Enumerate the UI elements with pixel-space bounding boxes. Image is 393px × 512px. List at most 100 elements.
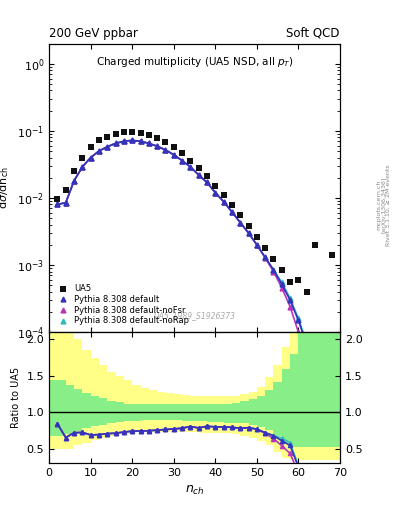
- Pythia 8.308 default-noRap: [246, 230, 251, 236]
- Bar: [332, 332, 340, 460]
- Pythia 8.308 default-noFsr: [213, 189, 218, 196]
- UA5: [88, 144, 93, 150]
- Bar: [248, 399, 257, 425]
- Bar: [257, 387, 265, 441]
- Bar: [224, 403, 232, 422]
- Text: Charged multiplicity (UA5 NSD, all $p_T$): Charged multiplicity (UA5 NSD, all $p_T$…: [96, 55, 293, 69]
- Bar: [124, 403, 132, 421]
- Pythia 8.308 default-noRap: [238, 220, 242, 226]
- Pythia 8.308 default-noRap: [97, 148, 101, 154]
- Pythia 8.308 default-noRap: [180, 158, 184, 164]
- Pythia 8.308 default: [221, 199, 226, 205]
- Pythia 8.308 default-noFsr: [55, 201, 60, 207]
- Text: UA5_1989_S1926373: UA5_1989_S1926373: [154, 312, 235, 321]
- Pythia 8.308 default: [55, 201, 60, 207]
- Pythia 8.308 default: [238, 220, 242, 226]
- UA5: [279, 267, 284, 273]
- Pythia 8.308 default-noRap: [72, 178, 76, 184]
- Pythia 8.308 default: [321, 407, 326, 413]
- Bar: [323, 332, 332, 447]
- UA5: [255, 234, 259, 240]
- Bar: [132, 403, 141, 421]
- Pythia 8.308 default-noFsr: [188, 164, 193, 170]
- Line: Pythia 8.308 default-noRap: Pythia 8.308 default-noRap: [55, 138, 326, 408]
- Pythia 8.308 default: [163, 147, 168, 153]
- Bar: [174, 404, 182, 420]
- UA5: [238, 212, 242, 219]
- Pythia 8.308 default-noFsr: [321, 443, 326, 449]
- Pythia 8.308 default: [196, 172, 201, 178]
- X-axis label: $n_{ch}$: $n_{ch}$: [185, 484, 204, 497]
- Bar: [116, 376, 124, 434]
- Pythia 8.308 default-noRap: [188, 164, 193, 170]
- Pythia 8.308 default-noRap: [121, 138, 126, 144]
- UA5: [304, 289, 309, 295]
- UA5: [180, 151, 184, 157]
- Bar: [190, 396, 199, 432]
- Pythia 8.308 default-noRap: [213, 189, 218, 196]
- Bar: [174, 394, 182, 432]
- Bar: [116, 402, 124, 422]
- Bar: [66, 332, 74, 449]
- Bar: [99, 398, 107, 425]
- Pythia 8.308 default-noFsr: [230, 209, 234, 215]
- Pythia 8.308 default-noFsr: [163, 147, 168, 153]
- Bar: [290, 332, 298, 460]
- Pythia 8.308 default: [255, 242, 259, 248]
- Bar: [141, 404, 149, 420]
- Pythia 8.308 default-noRap: [221, 199, 226, 205]
- Pythia 8.308 default-noFsr: [246, 230, 251, 236]
- Pythia 8.308 default-noRap: [55, 201, 60, 207]
- Bar: [257, 396, 265, 427]
- Pythia 8.308 default-noRap: [88, 155, 93, 161]
- UA5: [246, 223, 251, 229]
- UA5: [113, 131, 118, 137]
- Pythia 8.308 default: [180, 158, 184, 164]
- Pythia 8.308 default-noRap: [304, 339, 309, 346]
- Bar: [157, 404, 165, 420]
- Bar: [83, 393, 91, 429]
- Pythia 8.308 default: [205, 179, 209, 185]
- Bar: [91, 358, 99, 440]
- Pythia 8.308 default-noRap: [313, 370, 318, 376]
- Bar: [315, 332, 323, 447]
- Bar: [165, 393, 174, 432]
- Pythia 8.308 default: [246, 230, 251, 236]
- UA5: [230, 202, 234, 208]
- UA5: [271, 255, 276, 262]
- Pythia 8.308 default: [72, 178, 76, 184]
- Pythia 8.308 default-noFsr: [196, 172, 201, 178]
- Bar: [274, 365, 282, 453]
- Pythia 8.308 default-noFsr: [263, 255, 268, 261]
- UA5: [80, 155, 85, 161]
- Pythia 8.308 default-noFsr: [155, 143, 160, 150]
- Pythia 8.308 default-noFsr: [80, 164, 85, 170]
- Bar: [124, 379, 132, 433]
- Bar: [307, 332, 315, 447]
- Pythia 8.308 default-noRap: [138, 138, 143, 144]
- Pythia 8.308 default-noRap: [113, 140, 118, 146]
- Pythia 8.308 default-noFsr: [238, 220, 242, 226]
- Bar: [107, 401, 116, 423]
- Bar: [298, 332, 307, 447]
- Y-axis label: Ratio to UA5: Ratio to UA5: [11, 367, 21, 429]
- Bar: [215, 404, 224, 422]
- UA5: [97, 137, 101, 143]
- Bar: [83, 350, 91, 443]
- Bar: [315, 332, 323, 460]
- UA5: [188, 158, 193, 164]
- Bar: [323, 332, 332, 460]
- Pythia 8.308 default-noRap: [288, 295, 292, 302]
- Bar: [240, 394, 248, 436]
- Bar: [107, 372, 116, 436]
- Bar: [149, 404, 157, 420]
- Pythia 8.308 default-noRap: [163, 147, 168, 153]
- Bar: [224, 396, 232, 434]
- UA5: [63, 187, 68, 194]
- UA5: [72, 168, 76, 174]
- Pythia 8.308 default: [88, 155, 93, 161]
- Pythia 8.308 default-noRap: [147, 140, 151, 146]
- Bar: [149, 391, 157, 432]
- Bar: [207, 396, 215, 433]
- Pythia 8.308 default-noFsr: [121, 138, 126, 144]
